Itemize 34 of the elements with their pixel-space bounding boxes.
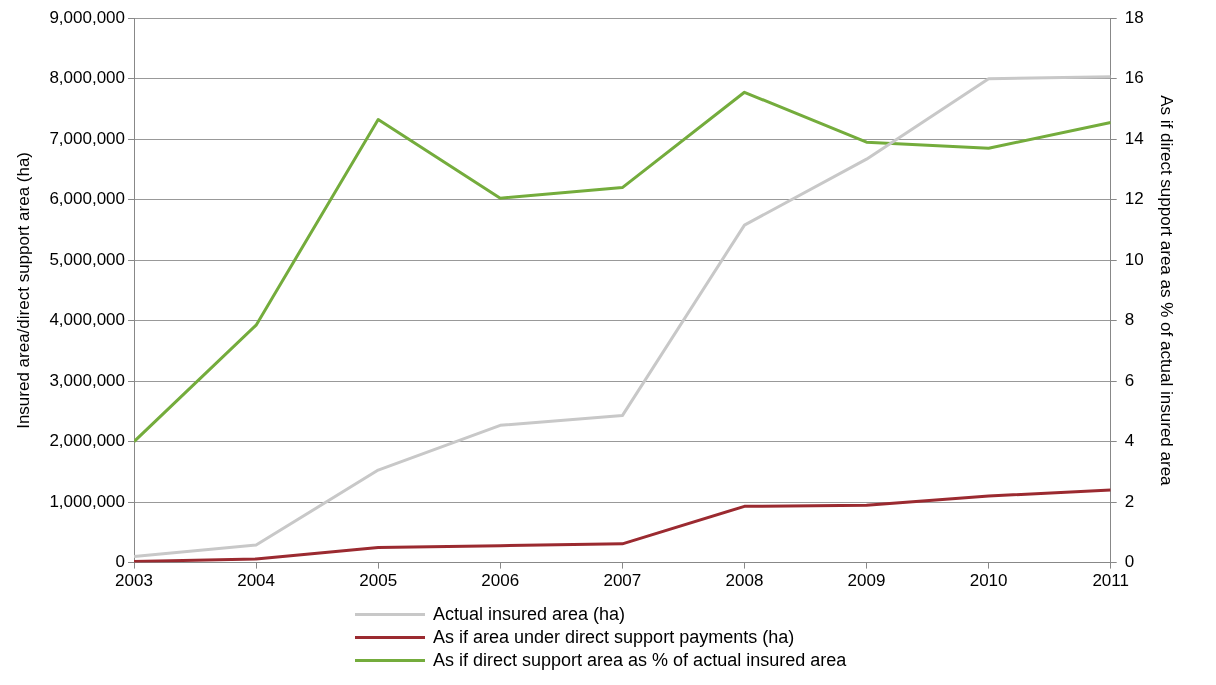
y2-tick-label: 18	[1124, 7, 1144, 27]
x-tick-label: 2004	[237, 571, 276, 591]
y-tick-label: 0	[115, 552, 126, 572]
y2-tick-label: 14	[1124, 128, 1144, 148]
x-tick-label: 2007	[603, 571, 642, 591]
y2-tick-label: 16	[1124, 68, 1144, 88]
y-tick-label: 6,000,000	[49, 189, 126, 209]
y-tick-label: 9,000,000	[49, 7, 126, 27]
x-tick-label: 2009	[847, 571, 886, 591]
y2-axis-title: As if direct support area as % of actual insured area	[1157, 95, 1177, 487]
x-tick-label: 2006	[481, 571, 520, 591]
x-tick-label: 2010	[969, 571, 1008, 591]
y-tick-label: 2,000,000	[49, 431, 126, 451]
y2-tick-label: 8	[1124, 310, 1135, 330]
y-tick-label: 4,000,000	[49, 310, 126, 330]
x-tick-label: 2008	[725, 571, 764, 591]
y-tick-label: 1,000,000	[49, 491, 126, 511]
x-tick-label: 2011	[1092, 571, 1129, 591]
y2-tick-label: 6	[1124, 370, 1135, 390]
y-tick-label: 7,000,000	[49, 128, 126, 148]
y2-tick-label: 12	[1124, 189, 1144, 209]
legend-label: As if area under direct support payments (ha)	[433, 627, 795, 648]
x-tick-label: 2005	[359, 571, 398, 591]
x-tick-label: 2003	[115, 571, 153, 591]
y2-tick-label: 0	[1124, 552, 1135, 572]
y2-tick-label: 10	[1124, 249, 1144, 269]
y2-tick-label: 4	[1124, 431, 1135, 451]
y2-tick-label: 2	[1124, 491, 1135, 511]
y-tick-label: 5,000,000	[49, 249, 126, 269]
y-tick-label: 3,000,000	[49, 370, 126, 390]
y-tick-label: 8,000,000	[49, 68, 126, 88]
legend-label: As if direct support area as % of actual insured area	[433, 650, 847, 671]
y-axis-title: Insured area/direct support area (ha)	[13, 151, 33, 429]
legend-label: Actual insured area (ha)	[433, 604, 626, 625]
